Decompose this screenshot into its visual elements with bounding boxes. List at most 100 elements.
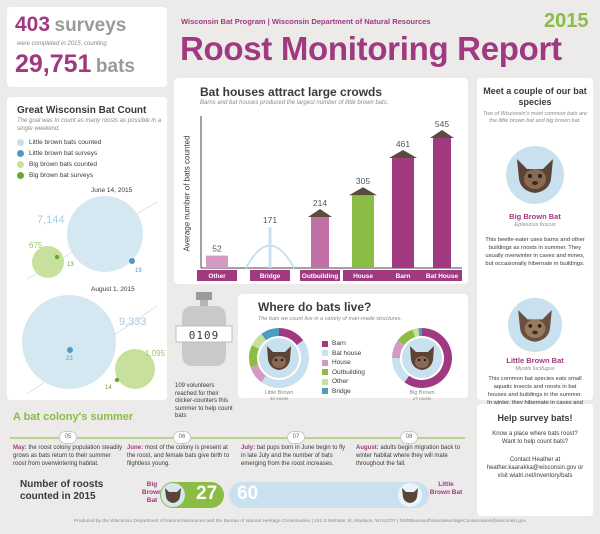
category-bg — [383, 270, 423, 281]
timeline-july: July: bat pups born in June begin to fly… — [241, 445, 346, 467]
timeline-june: June: most of the colony is present at t… — [127, 445, 230, 467]
houses-title: Bat houses attract large crowds — [200, 85, 383, 99]
bar-house — [352, 195, 374, 268]
roof-4 — [389, 150, 417, 159]
august-date: August 1, 2015 — [91, 286, 135, 293]
roosts-little-bar — [229, 482, 429, 508]
surveys-sub: were completed in 2015, counting — [17, 41, 107, 47]
surveys-label: surveys — [54, 15, 127, 36]
timeline-num-may: 05 — [59, 431, 77, 444]
category-bg — [343, 270, 383, 281]
legend-bridge: Bridge — [322, 388, 365, 395]
value-label: 305 — [356, 176, 370, 186]
value-label: 545 — [435, 119, 449, 129]
little-brown-latin: Myotis lucifugus — [515, 366, 555, 372]
legend-bb-counted: Big brown bats counted — [17, 161, 101, 168]
summer-title: A bat colony's summer — [13, 411, 134, 423]
species-subtitle: Two of Wisconsin's most common bats are … — [483, 111, 587, 124]
value-label: 171 — [263, 215, 277, 225]
program-left: Wisconsin Bat Program — [181, 17, 266, 26]
roosts-big-label: Big Brown Bat — [141, 481, 163, 504]
august-bubbles — [22, 295, 158, 395]
roosts-little-bat-icon — [398, 483, 422, 507]
where-live-card: Where do bats live? The bats we count li… — [238, 294, 468, 401]
little-donut-roosts: 40 roosts — [269, 396, 289, 401]
bar-other — [206, 255, 228, 268]
august-bb-surveys: 14 — [105, 385, 112, 391]
little-brown-bat-icon — [507, 297, 563, 353]
bat-count-title: Great Wisconsin Bat Count — [17, 105, 147, 116]
program-right: Wisconsin Department of Natural Resource… — [271, 17, 431, 26]
bat-count-subtitle: The goal was to count as many roosts as … — [17, 118, 162, 132]
bats-label: bats — [95, 56, 135, 77]
legend-bat-house: Bat house — [322, 350, 365, 357]
timeline-may: May: the roost colony population steadil… — [13, 445, 123, 467]
big-brown-latin: Eptesicus fuscus — [514, 222, 556, 228]
category-label: House — [353, 273, 373, 280]
big-brown-name: Big Brown Bat — [509, 212, 561, 221]
category-label: Bat House — [426, 273, 459, 280]
category-label: Bridge — [260, 273, 281, 280]
timeline-august: August: adults begin migration back to w… — [356, 445, 461, 467]
august-lb-surveys: 23 — [66, 356, 73, 362]
donut-slice — [404, 328, 452, 388]
big-donut-roosts: 27 roosts — [412, 396, 432, 401]
donut-slice — [418, 328, 422, 337]
roof-3 — [349, 187, 377, 196]
category-bg — [197, 270, 237, 281]
timeline-num-july: 07 — [287, 431, 305, 444]
help-text: Know a place where bats roost? Want to h… — [492, 431, 578, 445]
category-label: Other — [208, 273, 226, 280]
species-title: Meet a couple of our bat species — [483, 86, 587, 107]
value-label: 461 — [396, 139, 410, 149]
roosts-little-count: 60 — [237, 483, 259, 504]
legend-lb-surveys: Little brown bat surveys — [17, 150, 101, 157]
big-brown-desc: This beetle-eater uses barns and other b… — [485, 237, 585, 267]
roosts-little-label: Little Brown Bat — [429, 481, 463, 496]
summary-card: 403 surveys were completed in 2015, coun… — [7, 7, 167, 87]
page-title: Roost Monitoring Report — [180, 30, 562, 67]
roosts-label: Number of roosts counted in 2015 — [20, 479, 104, 502]
clicker-text: 109 volunteers reached for their clicker… — [175, 383, 233, 419]
august-bb-counted: 1,095 — [145, 349, 166, 358]
donut-slice — [392, 340, 405, 358]
category-bg — [422, 270, 462, 281]
timeline-line — [10, 437, 465, 439]
category-label: Barn — [396, 273, 411, 280]
june-bubbles — [26, 196, 158, 280]
roof-5 — [430, 130, 454, 138]
value-label: 52 — [212, 244, 222, 254]
roosts-big-count: 27 — [196, 483, 218, 504]
help-title: Help survey bats! — [497, 413, 573, 423]
legend-barn: Barn — [322, 340, 365, 347]
live-legend: Barn Bat house House Outbuilding Other B… — [322, 340, 365, 397]
bar-bat-house — [433, 138, 451, 268]
june-bb-surveys: 13 — [67, 262, 74, 268]
donut-slice — [392, 358, 410, 383]
category-bg — [300, 270, 340, 281]
roosts-big-bat-icon — [161, 483, 185, 507]
donut-slice — [279, 328, 304, 346]
legend-lb-counted: Little brown bats counted — [17, 139, 101, 146]
legend-house: House — [322, 359, 365, 366]
category-bg — [250, 270, 290, 281]
houses-subtitle: Barns and bat houses produced the larges… — [200, 100, 389, 106]
category-label: Outbuilding — [302, 273, 338, 280]
bat-count-card: Great Wisconsin Bat Count The goal was t… — [7, 97, 167, 400]
live-title: Where do bats live? — [258, 300, 372, 314]
bar-barn — [392, 158, 414, 268]
clicker-counter-icon — [175, 292, 233, 366]
bats-count: 29,751 — [15, 50, 92, 78]
june-date: June 14, 2015 — [91, 187, 133, 194]
legend-outbuilding: Outbuilding — [322, 369, 365, 376]
help-card: Help survey bats! Know a place where bat… — [477, 404, 593, 516]
bat-houses-card: Bat houses attract large crowds Barns an… — [174, 78, 468, 284]
value-label: 214 — [313, 198, 327, 208]
houses-chart: 52 Other 171 Bridge 214 Outbuilding 305 House 46… — [197, 116, 462, 281]
big-brown-donut — [392, 328, 452, 388]
report-year: 2015 — [544, 10, 589, 32]
timeline-num-june: 06 — [173, 431, 191, 444]
donut-slice — [412, 328, 420, 338]
donut-slice — [397, 329, 416, 346]
big-brown-bat-icon — [506, 146, 564, 204]
